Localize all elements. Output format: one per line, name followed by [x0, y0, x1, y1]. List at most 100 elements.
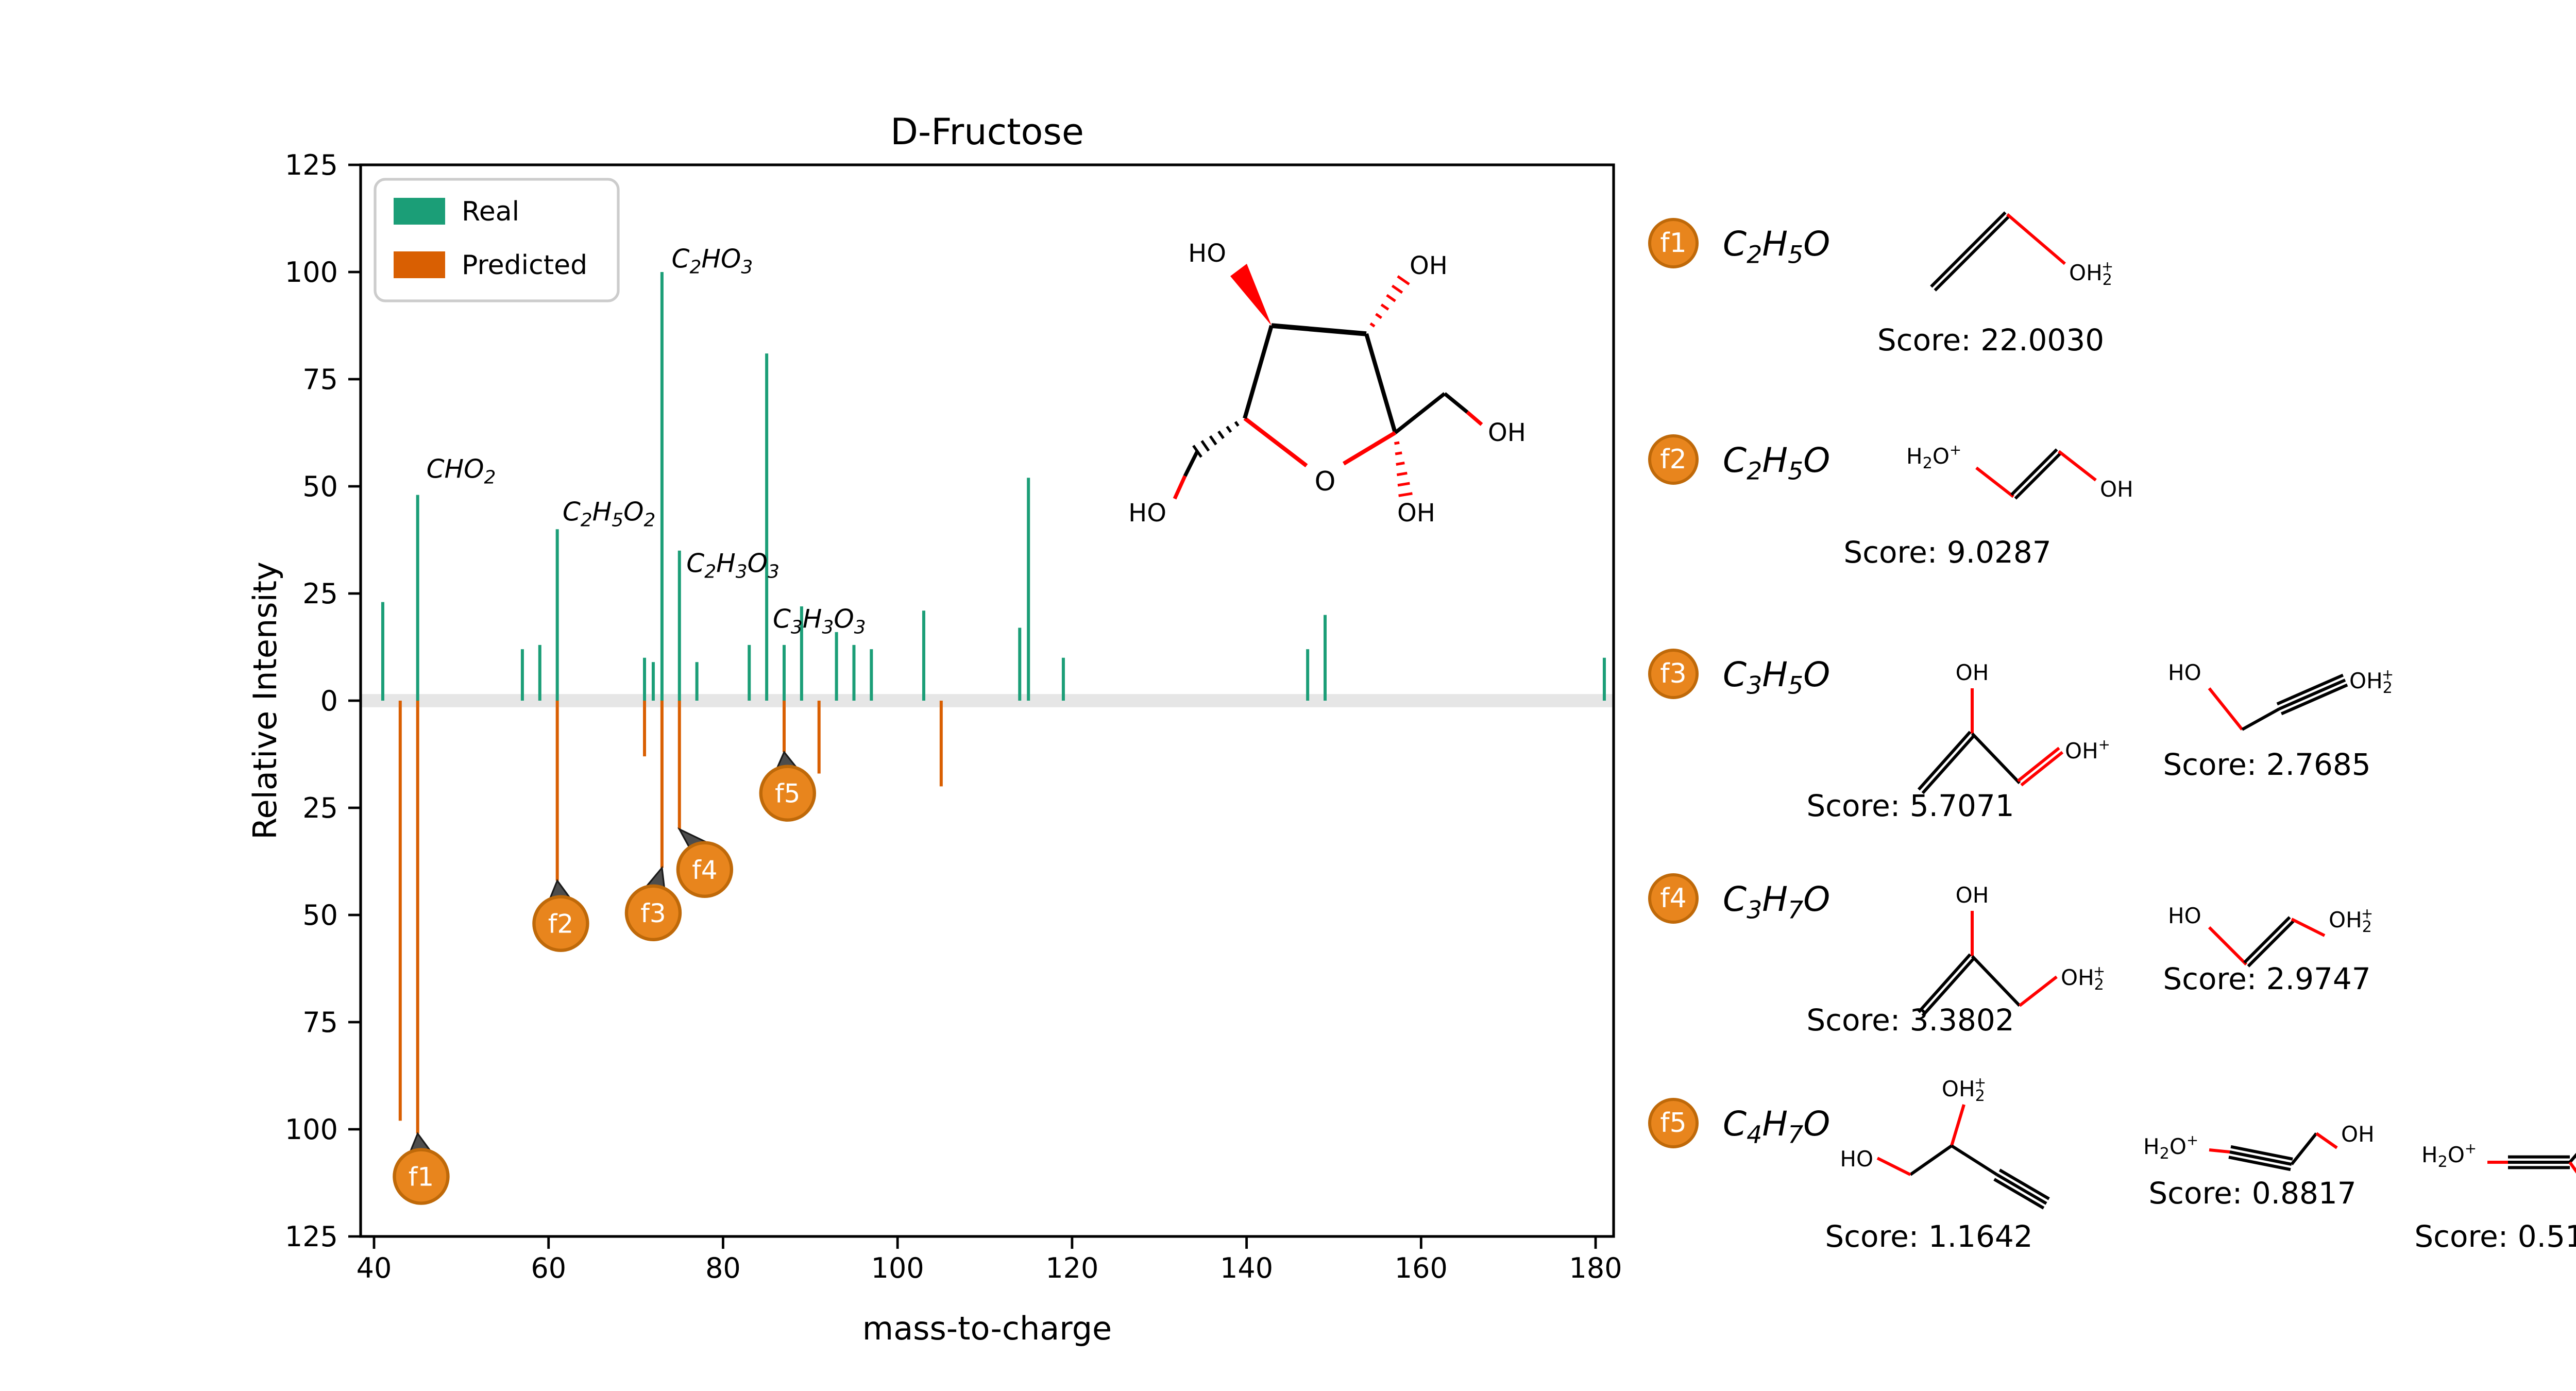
fragment-formula: C3H7O — [1723, 879, 1830, 925]
structure-oxonium-butynol-methyl: H2O+OH — [2421, 1140, 2576, 1174]
multiple-bond — [1921, 734, 1976, 794]
ring-oxygen-label: O — [1315, 466, 1336, 497]
peak-annotation: C3H3O3 — [773, 604, 866, 638]
fragment-badge-f5 — [1648, 1098, 1699, 1148]
hash-bond — [1369, 322, 1376, 328]
single-bond — [1971, 955, 2021, 1007]
single-bond — [2568, 1152, 2576, 1163]
y-tick-label: 25 — [302, 578, 338, 610]
y-tick-label: 100 — [285, 256, 338, 289]
single-bond — [1243, 325, 1274, 419]
hash-bond — [1394, 441, 1400, 445]
fragment-marker-label: f2 — [548, 909, 573, 939]
multiple-bond — [1921, 957, 1976, 1017]
single-bond — [2006, 213, 2066, 265]
single-bond — [1443, 392, 1469, 414]
single-bond — [2241, 707, 2280, 731]
atom-label: OH2+ — [2069, 258, 2113, 289]
atom-label: OH2+ — [2061, 962, 2105, 994]
hash-bond — [1397, 482, 1410, 487]
atom-label: OH — [1956, 883, 1989, 908]
multiple-bond — [1996, 1173, 2047, 1205]
peak-annotation: C2H5O2 — [563, 497, 656, 531]
peak-annotation: C2H3O3 — [686, 548, 779, 582]
hash-bond — [1234, 421, 1240, 427]
multiple-bond — [1934, 215, 2010, 292]
peak-annotation: CHO2 — [427, 454, 496, 488]
multiple-bond — [1998, 1168, 2050, 1200]
fragment-score: Score: 3.3802 — [1806, 1003, 2014, 1038]
fragment-badge-label: f3 — [1660, 658, 1686, 689]
fragment-badge-f1 — [1648, 218, 1699, 268]
multiple-bond — [2228, 1156, 2291, 1172]
multiple-bond — [2280, 683, 2348, 716]
atom-label: OH2+ — [1942, 1074, 1986, 1105]
hydroxyl-label: HO — [1188, 239, 1226, 268]
single-bond — [1975, 466, 2014, 498]
atom-label: OH — [2100, 477, 2133, 502]
atom-label: H2O+ — [2421, 1140, 2477, 1171]
hash-bond — [1217, 430, 1225, 439]
hash-bond — [1209, 435, 1217, 446]
hash-bond — [1380, 303, 1389, 311]
fragment-badge-label: f2 — [1660, 444, 1686, 475]
single-bond — [2290, 1132, 2318, 1165]
fragment-marker-f1 — [393, 1148, 450, 1205]
x-tick-label: 160 — [1395, 1252, 1448, 1284]
multiple-bond — [2276, 673, 2344, 706]
fragment-score: Score: 0.8817 — [2148, 1176, 2356, 1211]
y-tick-label: 75 — [302, 363, 338, 396]
x-tick-label: 80 — [705, 1252, 741, 1284]
single-bond — [1364, 333, 1397, 434]
fructose-structure-drawing: HO OH OH OH HO O — [1128, 239, 1526, 528]
multiple-bond — [2278, 678, 2346, 710]
fragment-formula: C3H5O — [1723, 655, 1830, 700]
atom-label: HO — [2168, 903, 2201, 928]
x-tick-label: 100 — [871, 1252, 924, 1284]
hash-bond — [1200, 440, 1210, 452]
fragment-badge-f3 — [1648, 649, 1699, 699]
y-tick-label: 125 — [285, 149, 338, 181]
atom-label: HO — [2168, 660, 2201, 685]
single-bond — [2315, 1132, 2338, 1149]
hash-bond — [1391, 284, 1403, 294]
single-bond — [2568, 1161, 2576, 1174]
x-tick-label: 140 — [1220, 1252, 1273, 1284]
fragment-row-f1: f1 C2H5O OH2+ Score: 22.0030 — [1648, 211, 2113, 358]
fragment-score: Score: 9.0287 — [1843, 535, 2051, 570]
multiple-bond — [2014, 452, 2062, 500]
y-tick-label: 100 — [285, 1113, 338, 1146]
fragment-row-f2: f2 C2H5O H2O+ OH Score: 9.0287 — [1648, 434, 2133, 570]
zero-baseline-band — [361, 694, 1614, 707]
y-tick-label: 25 — [302, 792, 338, 824]
fragment-score: Score: 2.9747 — [2163, 961, 2370, 996]
multiple-bond — [2016, 747, 2060, 783]
atom-label: H2O+ — [2143, 1131, 2198, 1163]
multiple-bond — [2020, 751, 2064, 787]
hash-bond — [1386, 294, 1396, 302]
chart-title: D-Fructose — [890, 111, 1084, 153]
hash-bond — [1375, 313, 1382, 319]
x-tick-label: 180 — [1569, 1252, 1622, 1284]
fragment-panel: f1 C2H5O OH2+ Score: 22.0030 f2 C2H5O H2O+ OH Sc… — [1648, 211, 2576, 1254]
single-bond — [1909, 1144, 1953, 1176]
legend: Real Predicted — [374, 178, 620, 302]
fragment-formula: C2H5O — [1723, 224, 1830, 269]
fragment-badge-f2 — [1648, 434, 1699, 485]
single-bond — [1951, 1144, 1998, 1176]
structure-propenol-oxonium: HO OH2+ — [2168, 903, 2373, 968]
structure-hydroxy-allyl-oxonium: OH OH2+ — [1917, 883, 2105, 1017]
multiple-bond — [2230, 1145, 2293, 1161]
multiple-bond — [2243, 916, 2291, 964]
single-bond — [1950, 1104, 1965, 1146]
structure-vinyl-oxocarbenium: OH2+ — [1930, 211, 2113, 292]
y-tick-label: 0 — [320, 685, 338, 717]
multiple-bond — [1917, 953, 1972, 1013]
single-bond — [1876, 1157, 1911, 1176]
fragment-score: Score: 1.1642 — [1825, 1219, 2032, 1254]
hydroxyl-label: HO — [1128, 499, 1166, 528]
single-bond — [2019, 975, 2058, 1007]
